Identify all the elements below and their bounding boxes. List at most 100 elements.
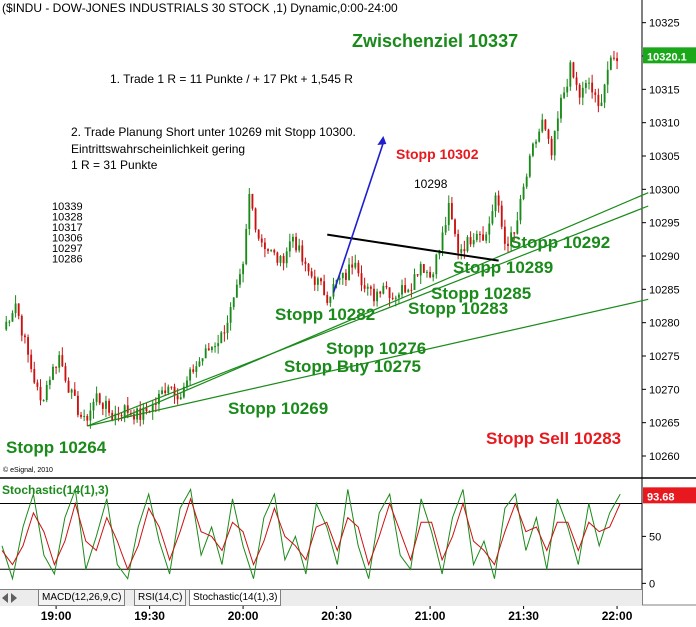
candle-body bbox=[410, 289, 413, 291]
candle-body bbox=[416, 274, 419, 276]
candle-body bbox=[519, 198, 522, 221]
candle-body bbox=[58, 355, 61, 368]
candle-body bbox=[597, 94, 600, 107]
candle-body bbox=[232, 297, 235, 308]
candle-body bbox=[83, 415, 86, 417]
candle-body bbox=[500, 205, 503, 227]
candle-body bbox=[475, 233, 478, 241]
candle-body bbox=[101, 403, 104, 409]
candle-body bbox=[578, 84, 581, 98]
candle-body bbox=[323, 281, 326, 296]
candle-body bbox=[494, 195, 497, 212]
candle-body bbox=[20, 315, 23, 336]
candle-body bbox=[161, 390, 163, 394]
candle-body bbox=[457, 233, 460, 253]
candle-body bbox=[36, 382, 39, 387]
candle-body bbox=[136, 408, 139, 420]
price-panel bbox=[0, 16, 642, 476]
candle-body bbox=[126, 405, 129, 413]
candle-body bbox=[42, 399, 45, 401]
candle-body bbox=[158, 393, 160, 405]
candle-body bbox=[154, 403, 157, 405]
candle-body bbox=[603, 84, 606, 103]
tab-stochastic[interactable]: Stochastic(14(1),3) bbox=[189, 590, 282, 606]
candle-body bbox=[553, 131, 556, 156]
candle-body bbox=[354, 262, 357, 268]
candle-body bbox=[450, 203, 453, 220]
candle-body bbox=[260, 238, 263, 243]
candle-body bbox=[360, 273, 363, 286]
chart-annotation: Stopp 10289 bbox=[453, 258, 553, 277]
candle-body bbox=[220, 332, 223, 344]
candle-body bbox=[295, 236, 298, 251]
candle-body bbox=[5, 321, 8, 330]
candle-body bbox=[606, 69, 609, 85]
candle-body bbox=[282, 255, 285, 264]
time-tick-label: 21:00 bbox=[415, 609, 446, 623]
candle-body bbox=[195, 366, 198, 372]
candle-body bbox=[460, 249, 463, 253]
candle-body bbox=[401, 285, 403, 295]
candle-body bbox=[394, 297, 397, 299]
chart-annotation: Stopp 10302 bbox=[396, 146, 479, 162]
chart-title: ($INDU - DOW-JONES INDUSTRIALS 30 STOCK … bbox=[2, 1, 398, 15]
tab-nav-arrows[interactable] bbox=[2, 593, 24, 603]
candle-body bbox=[422, 264, 425, 273]
candle-body bbox=[513, 232, 516, 234]
candle-body bbox=[298, 245, 301, 251]
candle-body bbox=[503, 226, 506, 244]
candle-body bbox=[254, 208, 257, 230]
candle-body bbox=[214, 346, 216, 348]
chart-annotation: Eintrittswahrscheinlichkeit gering bbox=[71, 142, 245, 156]
chart-annotation: Stopp 10282 bbox=[275, 305, 375, 324]
chart-annotation: Stopp Buy 10275 bbox=[284, 357, 421, 376]
candle-body bbox=[507, 243, 509, 247]
candle-body bbox=[92, 401, 95, 411]
candle-body bbox=[609, 57, 612, 70]
candle-body bbox=[373, 288, 375, 302]
candle-body bbox=[326, 295, 329, 303]
candle-body bbox=[566, 86, 569, 93]
price-list-item: 10339 bbox=[52, 201, 83, 213]
candle-body bbox=[560, 97, 562, 119]
candle-body bbox=[482, 234, 484, 241]
candle-body bbox=[528, 155, 531, 177]
neckline bbox=[327, 233, 499, 262]
candle-body bbox=[98, 393, 101, 404]
candle-body bbox=[14, 303, 17, 314]
candle-body bbox=[48, 379, 51, 385]
candle-body bbox=[27, 337, 29, 355]
candle-body bbox=[179, 397, 182, 400]
candle-body bbox=[61, 355, 64, 367]
tab-rsi[interactable]: RSI(14,C) bbox=[134, 590, 187, 606]
candle-body bbox=[550, 138, 553, 156]
candle-body bbox=[341, 272, 344, 279]
candle-body bbox=[173, 386, 176, 396]
price-tick-label: 10310 bbox=[649, 118, 680, 130]
candle-body bbox=[575, 77, 578, 85]
candle-body bbox=[120, 415, 123, 417]
stochastic-series-red bbox=[1, 497, 621, 571]
arrow-head-icon bbox=[377, 136, 387, 145]
arrow-left-icon[interactable] bbox=[2, 593, 8, 603]
candle-body bbox=[167, 386, 170, 394]
candle-body bbox=[572, 62, 575, 78]
candle-body bbox=[469, 237, 472, 245]
time-tick-label: 19:30 bbox=[134, 609, 165, 623]
tab-macd[interactable]: MACD(12,26,9,C) bbox=[38, 590, 126, 606]
arrow-right-icon[interactable] bbox=[11, 593, 17, 603]
candle-body bbox=[33, 368, 36, 383]
candle-body bbox=[429, 271, 432, 278]
price-list-item: 10286 bbox=[52, 254, 83, 266]
chart-annotation: Stopp 10285 bbox=[431, 284, 531, 303]
candle-body bbox=[201, 358, 204, 362]
candle-body bbox=[114, 413, 117, 420]
candle-body bbox=[229, 307, 232, 323]
price-tick-label: 10280 bbox=[649, 318, 680, 330]
esignal-watermark: © eSignal, 2010 bbox=[3, 466, 53, 474]
price-tick-label: 10265 bbox=[649, 418, 680, 430]
price-tick-label: 10315 bbox=[649, 84, 680, 96]
candle-body bbox=[600, 102, 603, 107]
candle-body bbox=[176, 395, 179, 400]
candle-body bbox=[366, 286, 369, 289]
